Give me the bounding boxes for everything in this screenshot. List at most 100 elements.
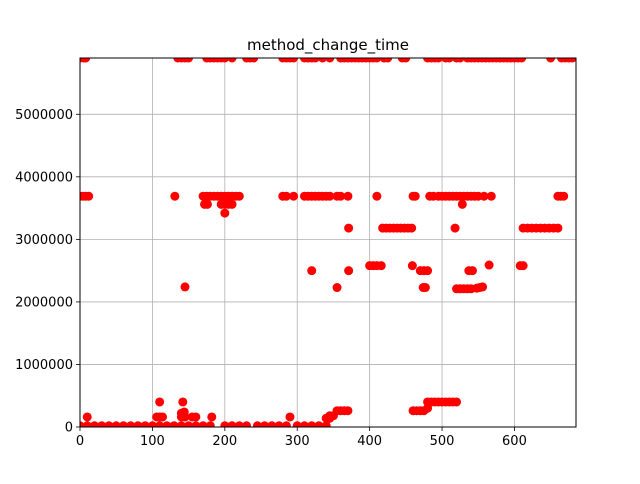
data-point [457,199,467,209]
data-point [267,421,277,427]
data-point [410,191,420,201]
data-point [343,191,353,201]
data-point [423,403,433,413]
data-point [97,421,107,427]
data-point [118,421,128,427]
data-point [82,412,92,422]
data-point [207,412,217,422]
data-point [82,421,92,427]
data-point [407,261,417,271]
chart-title: method_change_time [247,36,409,55]
data-point [486,191,496,201]
data-point [314,421,324,427]
x-tick-label: 0 [76,434,84,449]
data-point [344,223,354,233]
x-tick-label: 500 [430,434,455,449]
data-point [467,266,477,276]
y-tick-label: 5000000 [15,108,73,123]
data-point [318,58,328,63]
data-point [140,421,150,427]
data-point [249,58,259,63]
data-point [260,421,270,427]
data-point [281,191,291,201]
data-point [325,191,335,201]
data-point [407,223,417,233]
data-point [252,421,262,427]
data-point [158,412,168,422]
data-point [484,260,494,270]
data-point [567,58,576,63]
data-point [155,397,165,407]
data-point [299,421,309,427]
data-point [292,421,302,427]
data-point [180,412,190,422]
y-tick-label: 2000000 [15,295,73,310]
plot-frame [79,57,577,428]
data-point [307,421,317,427]
data-point [133,421,143,427]
y-tick-label: 0 [65,421,73,436]
data-point [111,421,121,427]
data-point [198,421,208,427]
data-point [184,58,194,63]
data-point [147,421,157,427]
data-point [321,421,331,427]
data-point [184,421,194,427]
data-point [242,421,252,427]
data-point [227,421,237,427]
data-point [433,58,443,63]
data-point [274,421,284,427]
grid [79,58,576,428]
data-point [155,421,165,427]
data-point [518,261,528,271]
data-point [559,191,569,201]
data-point [325,58,335,63]
data-point [289,58,299,63]
data-point [205,421,215,427]
data-point [169,421,179,427]
data-point [126,421,136,427]
y-tick-label: 4000000 [15,170,73,185]
data-point [234,191,244,201]
data-point [220,421,230,427]
data-point [227,58,237,63]
x-tick-label: 400 [357,434,382,449]
data-point [104,421,114,427]
data-point [372,58,382,63]
data-point [420,283,430,293]
data-point [307,266,317,276]
data-point [553,223,563,233]
data-point [180,282,190,292]
data-point [455,58,465,63]
data-point [170,191,180,201]
data-point [285,412,295,422]
data-point [289,191,299,201]
data-point [401,58,411,63]
data-point [479,191,489,201]
data-point [423,266,433,276]
data-point [517,58,527,63]
x-tick-label: 100 [140,434,165,449]
data-point [310,58,320,63]
data-point [202,199,212,209]
data-point [450,223,460,233]
data-point [372,191,382,201]
axis-ticks: 0 100 200 300 400 500 600 0 1000000 2000000 300000… [15,108,527,449]
data-point [162,421,172,427]
data-point [325,413,335,423]
data-point [220,208,230,218]
data-point [220,58,230,63]
data-point [344,266,354,276]
y-tick-label: 3000000 [15,233,73,248]
data-point [383,58,393,63]
data-point [178,397,188,407]
data-point [234,421,244,427]
data-point [452,397,462,407]
data-point [343,406,353,416]
x-tick-label: 600 [502,434,527,449]
data-points [80,58,576,427]
data-point [89,421,99,427]
